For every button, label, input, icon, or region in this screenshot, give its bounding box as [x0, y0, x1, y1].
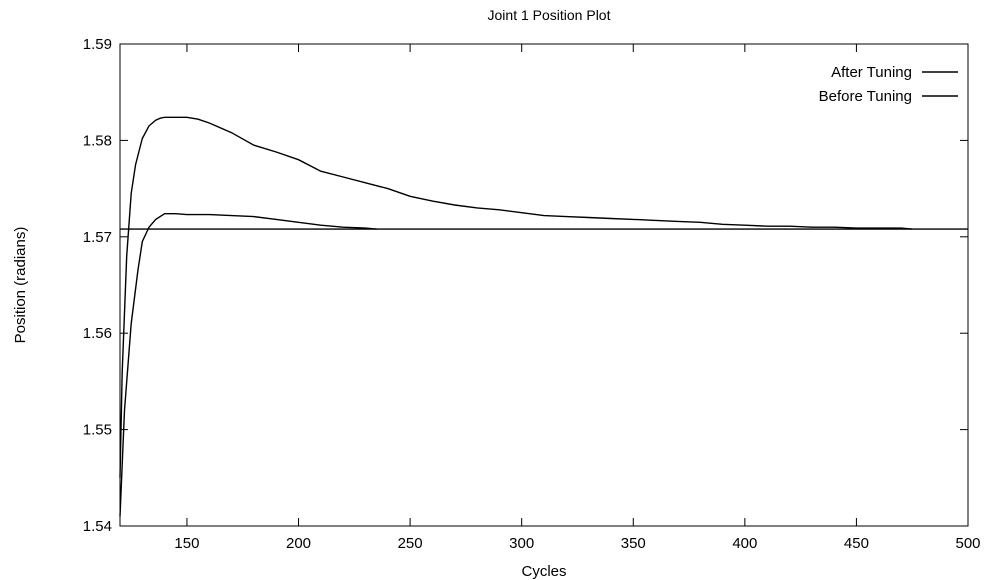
x-tick-label: 350 [621, 535, 646, 552]
series-after-tuning-line [119, 213, 377, 517]
series-before-tuning-line [119, 116, 913, 478]
x-tick-label: 500 [955, 535, 980, 552]
x-tick-label: 250 [398, 535, 423, 552]
y-tick-label: 1.59 [83, 36, 112, 53]
y-tick-label: 1.57 [83, 229, 112, 246]
x-tick-label: 150 [174, 535, 199, 552]
series-lines [119, 116, 968, 517]
y-tick-label: 1.56 [83, 325, 112, 342]
axis-ticks: 150 200 250 300 350 400 450 500 1.54 1.55 1.56 1.57… [83, 36, 981, 552]
plot-frame [119, 43, 969, 527]
chart-title: Joint 1 Position Plot [488, 7, 611, 23]
legend: After Tuning Before Tuning [819, 64, 958, 105]
y-tick-label: 1.55 [83, 422, 112, 439]
legend-label-before-tuning: Before Tuning [819, 88, 912, 105]
x-tick-label: 400 [732, 535, 757, 552]
x-tick-label: 300 [509, 535, 534, 552]
legend-label-after-tuning: After Tuning [831, 64, 912, 81]
x-tick-label: 450 [844, 535, 869, 552]
y-axis-label: Position (radians) [12, 227, 29, 344]
y-tick-label: 1.54 [83, 518, 112, 535]
x-tick-label: 200 [286, 535, 311, 552]
x-axis-label: Cycles [521, 563, 566, 580]
y-tick-label: 1.58 [83, 132, 112, 149]
